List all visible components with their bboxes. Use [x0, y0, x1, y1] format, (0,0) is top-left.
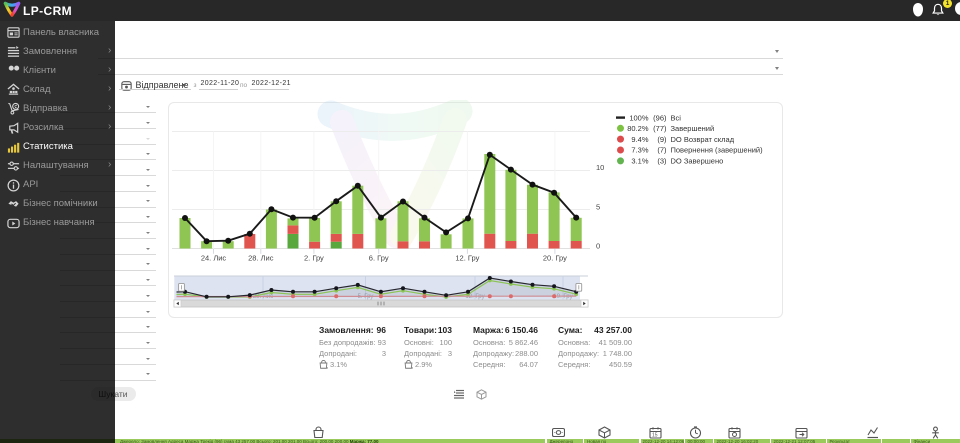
- svg-text:DO Возврат склад: DO Возврат склад: [671, 135, 735, 144]
- svg-text:0: 0: [596, 242, 600, 251]
- svg-text:6. Гру: 6. Гру: [369, 253, 389, 262]
- svg-text:(96): (96): [653, 113, 667, 122]
- svg-text:x: x: [412, 366, 414, 369]
- svg-text:Всі: Всі: [671, 113, 682, 122]
- svg-text:100%: 100%: [629, 113, 649, 122]
- svg-text:10: 10: [596, 163, 604, 172]
- svg-text:5. Гру: 5. Гру: [358, 294, 374, 300]
- svg-text:12. Гру: 12. Гру: [465, 294, 484, 300]
- svg-text:19. Гру: 19. Гру: [553, 294, 572, 300]
- svg-text:(9): (9): [657, 135, 667, 144]
- svg-text:3.1%: 3.1%: [631, 157, 648, 166]
- svg-text:(7): (7): [657, 146, 667, 155]
- svg-text:28. Лис: 28. Лис: [248, 253, 274, 262]
- svg-text:x: x: [327, 366, 329, 369]
- svg-text:7.3%: 7.3%: [631, 146, 648, 155]
- svg-text:9.4%: 9.4%: [631, 135, 648, 144]
- svg-text:2. Гру: 2. Гру: [304, 253, 324, 262]
- svg-text:5: 5: [596, 203, 600, 212]
- svg-text:12. Гру: 12. Гру: [455, 253, 479, 262]
- svg-text:24. Лис: 24. Лис: [201, 253, 227, 262]
- svg-text:20. Гру: 20. Гру: [543, 253, 567, 262]
- svg-text:DO Завершено: DO Завершено: [671, 157, 724, 166]
- svg-text:(3): (3): [657, 157, 667, 166]
- svg-text:(77): (77): [653, 124, 667, 133]
- svg-text:15: 15: [652, 432, 658, 438]
- svg-text:80.2%: 80.2%: [627, 124, 649, 133]
- svg-text:Завершений: Завершений: [671, 124, 715, 133]
- svg-text:Повернення (завершений): Повернення (завершений): [671, 146, 764, 155]
